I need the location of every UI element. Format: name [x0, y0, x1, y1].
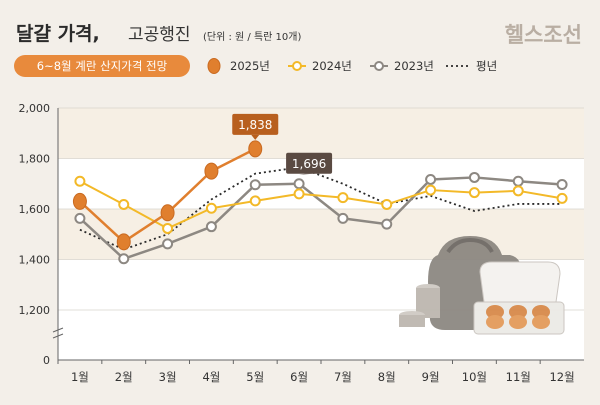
x-tick-label: 8월 [378, 370, 396, 384]
y-tick-label: 1,600 [19, 203, 51, 216]
data-point-2023년 [337, 212, 349, 224]
data-point-2023년 [512, 175, 524, 187]
egg-icon [509, 315, 527, 329]
data-point-2023년 [249, 179, 261, 191]
x-tick-label: 5월 [246, 370, 264, 384]
legend-label: 2023년 [394, 59, 434, 73]
x-tick-label: 3월 [159, 370, 177, 384]
subtitle-badge-text: 6~8월 계란 산지가격 전망 [37, 59, 168, 73]
data-point-2023년 [468, 171, 480, 183]
series-line-2024년 [79, 180, 563, 230]
bag-handle [446, 237, 494, 254]
callout-pointer [251, 134, 260, 140]
chart-callouts: 1,838 1,696 [232, 113, 333, 175]
data-point-2024년 [337, 192, 349, 204]
x-tick-label: 2월 [115, 370, 133, 384]
legend-label: 2024년 [312, 59, 352, 73]
data-point-2024년 [293, 188, 305, 200]
brand-logo: 헬스조선 [505, 23, 582, 47]
data-point-2023년 [74, 212, 86, 224]
data-point-2023년 [425, 173, 437, 185]
data-point-2023년 [205, 221, 217, 233]
egg-data-point-2025년 [72, 192, 87, 210]
data-point-2024년 [205, 202, 217, 214]
data-point-2023년 [162, 238, 174, 250]
egg-carton-lid [479, 261, 561, 303]
y-tick-label: 1,800 [19, 153, 51, 166]
y-tick-label: 1,200 [19, 304, 51, 317]
data-point-2024년 [381, 198, 393, 210]
callout-label: 1,696 [292, 157, 326, 171]
legend-marker-2025 [207, 58, 221, 74]
data-point-2024년 [74, 175, 86, 187]
data-point-2023년 [556, 179, 568, 191]
data-point-2023년 [293, 178, 305, 190]
data-point-2024년 [468, 187, 480, 199]
egg-data-point-2025년 [160, 204, 175, 222]
egg-icon [532, 305, 550, 319]
coin-stack-small [399, 315, 425, 327]
x-tick-label: 12월 [549, 370, 574, 384]
egg-data-point-2025년 [248, 140, 263, 158]
callout-box [286, 152, 333, 174]
y-tick-label: 1,400 [19, 254, 51, 267]
x-tick-label: 4월 [202, 370, 220, 384]
egg-data-point-2025년 [116, 233, 131, 251]
data-point-2023년 [381, 218, 393, 230]
subtitle-badge [14, 55, 190, 77]
y-tick-label: 0 [43, 354, 50, 367]
callout-label: 1,838 [238, 118, 272, 132]
data-point-2024년 [162, 222, 174, 234]
chart-band [58, 108, 584, 159]
data-point-2024년 [118, 198, 130, 210]
egg-data-point-2025년 [204, 162, 219, 180]
legend-label: 평년 [476, 59, 497, 73]
callout-pointer [299, 173, 314, 175]
x-tick-label: 1월 [71, 370, 89, 384]
egg-icon [486, 315, 504, 329]
x-tick-label: 11월 [506, 370, 531, 384]
chart-series [72, 140, 568, 265]
y-tick-label: 2,000 [19, 102, 51, 115]
legend-marker [374, 61, 384, 71]
x-tick-label: 7월 [334, 370, 352, 384]
chart-title-secondary: 고공행진 [128, 25, 191, 45]
data-point-2023년 [118, 253, 130, 265]
egg-icon [509, 305, 527, 319]
callout-box [232, 113, 279, 135]
egg-icon [486, 305, 504, 319]
x-tick-label: 6월 [290, 370, 308, 384]
legend-label: 2025년 [230, 59, 270, 73]
unit-note: (단위 : 원 / 특란 10개) [203, 30, 301, 43]
axis-break-mark [52, 327, 64, 339]
chart-legend: 2025년 2024년 2023년 평년 [207, 58, 497, 74]
legend-marker [292, 61, 302, 71]
chart-title: 달걀 가격, [16, 23, 100, 45]
series-line-2023년 [79, 176, 563, 260]
data-point-2024년 [249, 195, 261, 207]
chart-background-bands [58, 108, 584, 360]
egg-basket-illustration [399, 236, 565, 335]
egg-icon [532, 315, 550, 329]
series-line-평년 [79, 166, 563, 251]
data-point-2024년 [425, 184, 437, 196]
x-tick-label: 10월 [462, 370, 487, 384]
data-point-2024년 [556, 192, 568, 204]
data-point-2024년 [512, 185, 524, 197]
x-tick-label: 9월 [422, 370, 440, 384]
chart-axes: 1월 2월 3월 4월 5월 6월 7월 8월 9월 10월 11월 12월 [52, 108, 584, 384]
